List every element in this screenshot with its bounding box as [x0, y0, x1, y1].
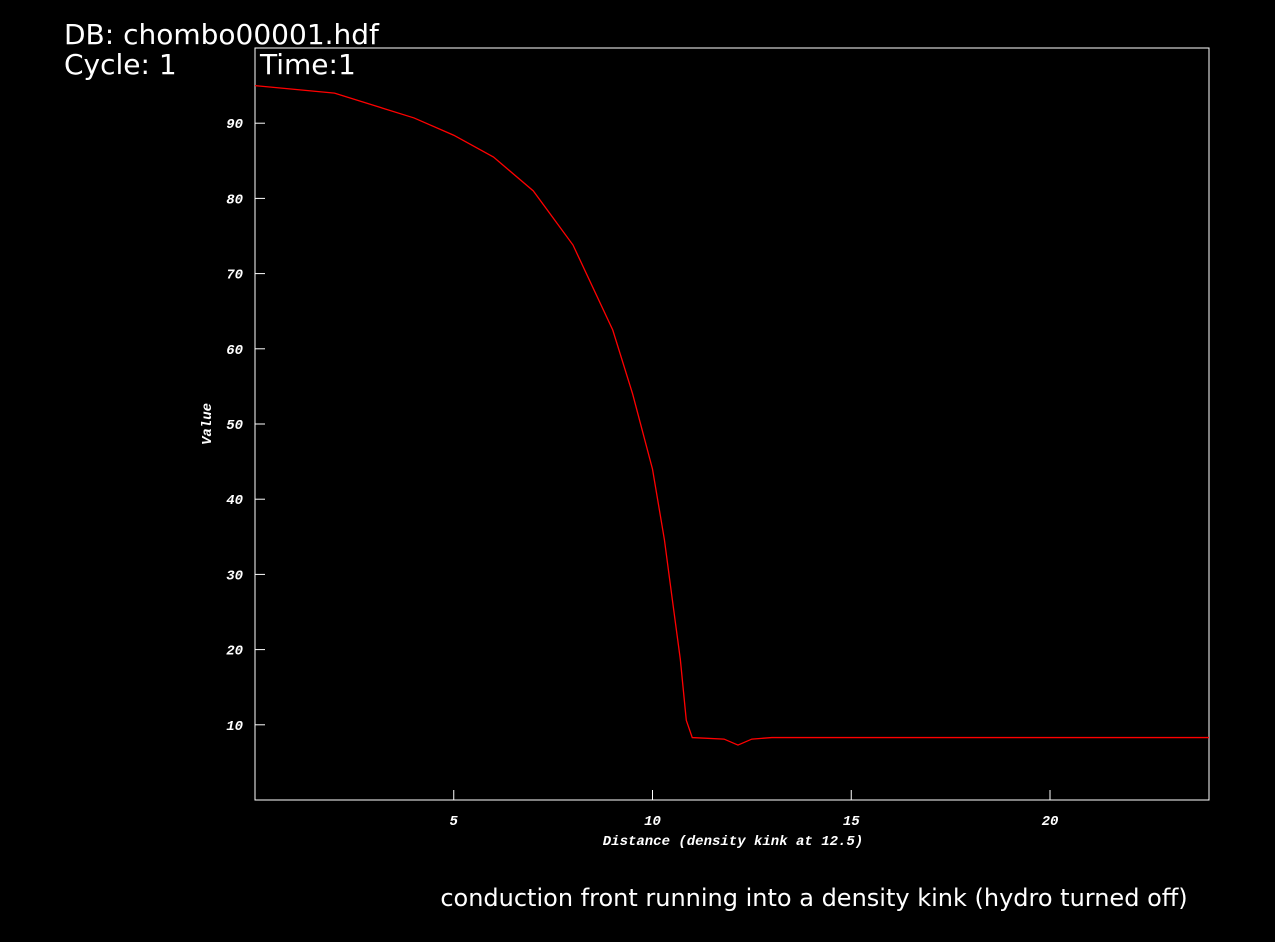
- y-tick-label: 60: [226, 343, 243, 359]
- x-axis-label: Distance (density kink at 12.5): [603, 834, 863, 850]
- db-label: DB: chombo00001.hdf: [64, 18, 380, 51]
- y-tick-label: 50: [226, 418, 243, 434]
- y-tick-label: 20: [226, 644, 243, 660]
- cycle-label: Cycle: 1: [64, 48, 177, 81]
- y-axis-label: Value: [200, 403, 216, 445]
- x-tick-label: 5: [450, 814, 459, 830]
- time-label: Time:1: [259, 48, 356, 81]
- y-tick-label: 70: [226, 268, 243, 284]
- caption: conduction front running into a density …: [440, 884, 1187, 912]
- y-tick-label: 10: [226, 719, 243, 735]
- y-tick-label: 40: [226, 493, 243, 509]
- x-tick-label: 15: [843, 814, 860, 830]
- y-tick-label: 80: [226, 192, 243, 208]
- y-tick-label: 30: [226, 568, 243, 584]
- data-line: [254, 84, 1209, 746]
- x-tick-label: 20: [1042, 814, 1059, 830]
- x-tick-label: 10: [644, 814, 661, 830]
- y-tick-label: 90: [226, 117, 243, 133]
